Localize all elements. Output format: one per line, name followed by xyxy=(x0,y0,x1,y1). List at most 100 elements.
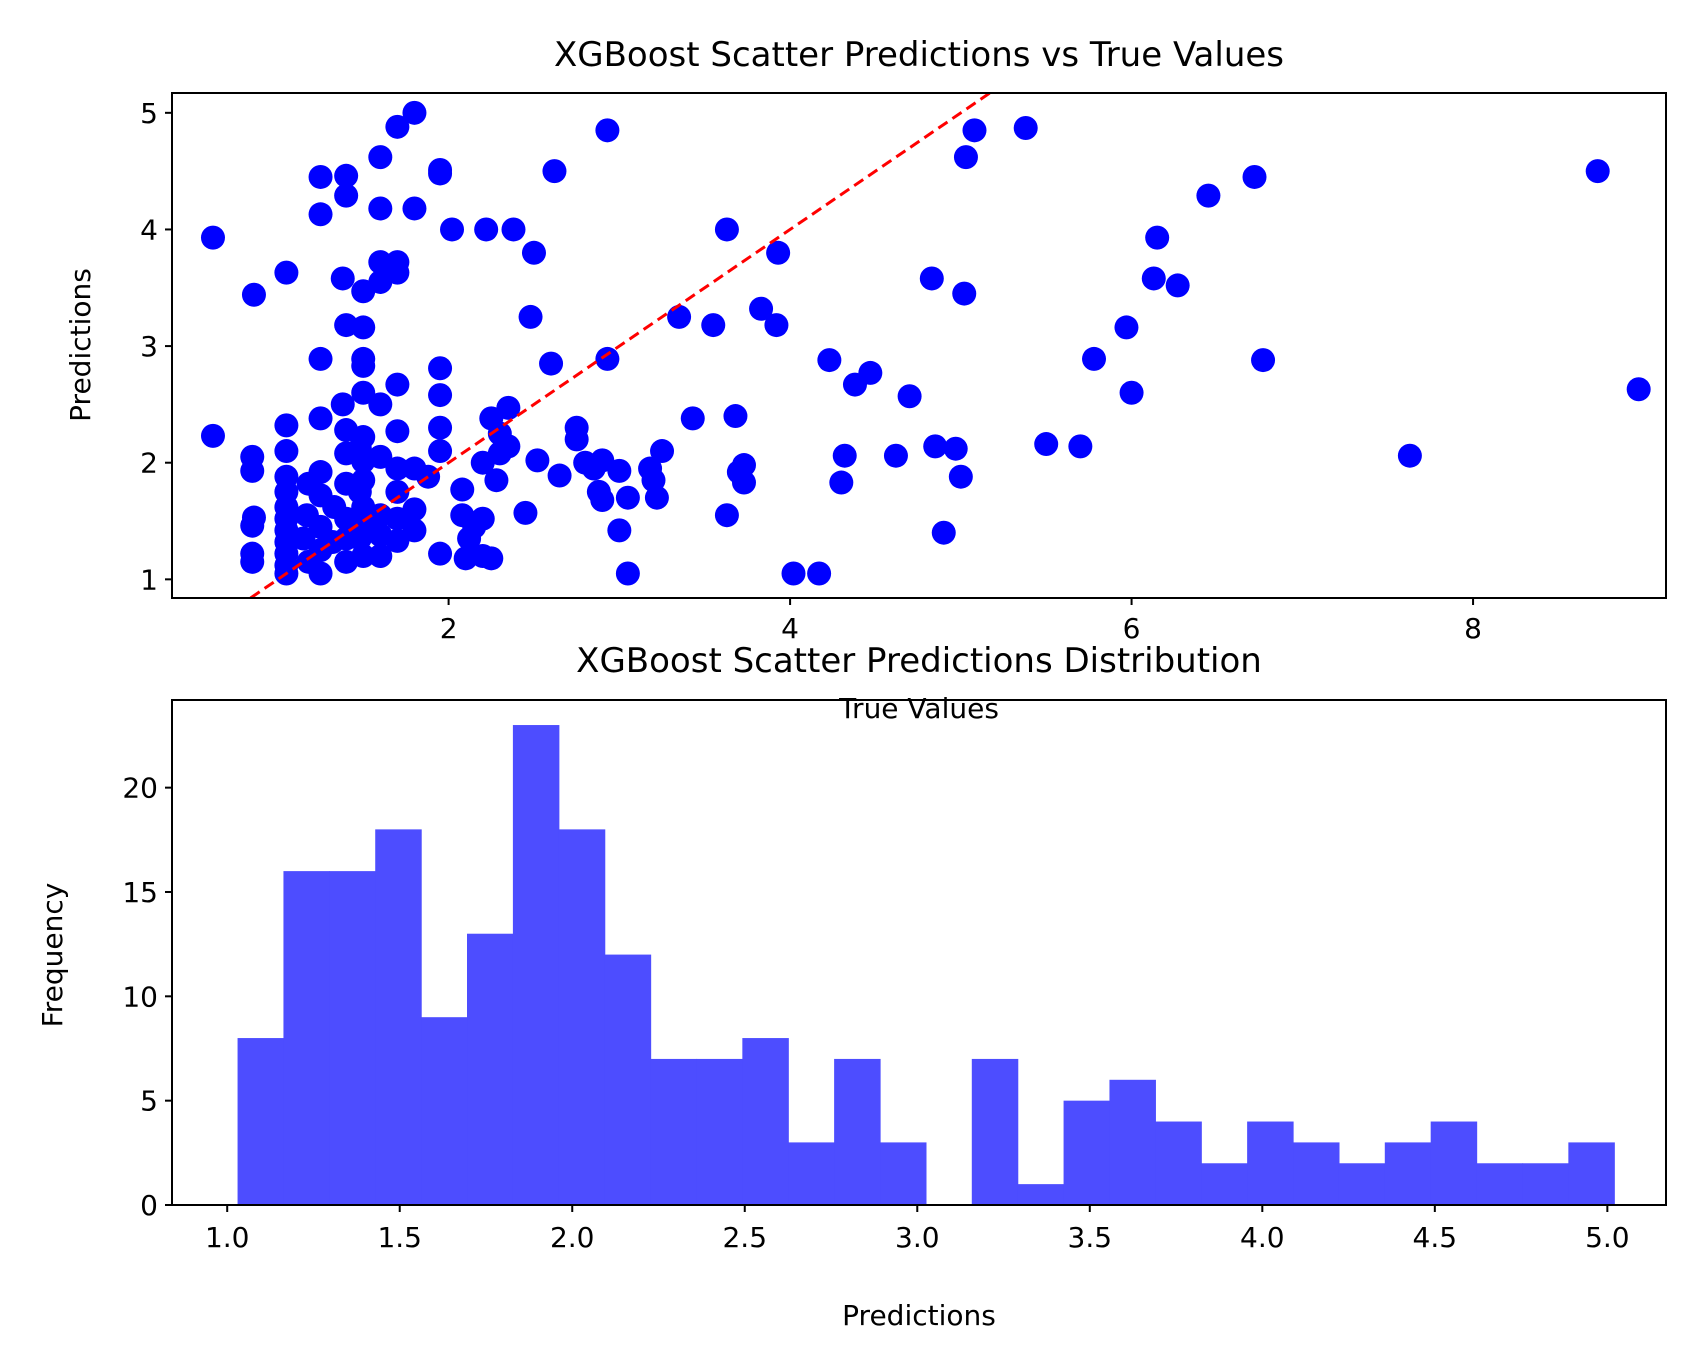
scatter-point xyxy=(385,260,410,285)
scatter-point xyxy=(832,443,857,468)
x-tick-label: 8 xyxy=(1464,612,1482,645)
histogram-bars xyxy=(237,725,1615,1205)
scatter-point xyxy=(525,448,550,473)
scatter-point xyxy=(450,477,475,502)
scatter-point xyxy=(731,453,756,478)
x-tick-label: 5.0 xyxy=(1585,1221,1630,1254)
scatter-point xyxy=(501,217,526,242)
scatter-point xyxy=(308,406,333,431)
scatter-y-ticks: 1 2 3 4 5 xyxy=(140,97,172,596)
y-tick-label: 3 xyxy=(140,330,158,363)
scatter-point xyxy=(919,266,944,291)
scatter-point xyxy=(385,456,410,481)
histogram-x-ticks: 1.0 1.5 2.0 2.5 3.0 3.5 4.0 4.5 5.0 xyxy=(205,1205,1630,1254)
x-tick-label: 4.5 xyxy=(1413,1221,1458,1254)
scatter-point xyxy=(952,281,977,306)
scatter-point xyxy=(240,458,265,483)
scatter-point xyxy=(479,546,504,571)
histogram-bar xyxy=(1155,1121,1202,1205)
scatter-point xyxy=(1196,183,1221,208)
scatter-chart: XGBoost Scatter Predictions vs True Valu… xyxy=(64,35,1667,645)
scatter-point xyxy=(240,513,265,538)
scatter-point xyxy=(385,479,410,504)
y-tick-label: 1 xyxy=(140,563,158,596)
scatter-point xyxy=(615,485,640,510)
scatter-point xyxy=(1251,348,1276,373)
scatter-point xyxy=(368,392,393,417)
histogram-bar xyxy=(1384,1142,1432,1205)
scatter-point xyxy=(817,348,842,373)
scatter-chart-title: XGBoost Scatter Predictions vs True Valu… xyxy=(554,35,1284,75)
x-tick-label: 4.0 xyxy=(1240,1221,1285,1254)
scatter-point xyxy=(351,315,376,340)
scatter-point xyxy=(200,225,225,250)
x-tick-label: 3.0 xyxy=(895,1221,940,1254)
histogram-bar xyxy=(1430,1121,1478,1205)
y-tick-label: 10 xyxy=(122,980,158,1013)
histogram-bar xyxy=(1293,1142,1340,1205)
scatter-point xyxy=(749,296,774,321)
y-tick-label: 5 xyxy=(140,97,158,130)
y-tick-label: 2 xyxy=(140,447,158,480)
scatter-point xyxy=(200,423,225,448)
scatter-point xyxy=(1082,346,1107,371)
scatter-point xyxy=(416,464,441,489)
y-tick-label: 5 xyxy=(140,1085,158,1118)
scatter-point xyxy=(607,518,632,543)
scatter-point xyxy=(1626,377,1651,402)
scatter-point xyxy=(547,463,572,488)
reference-line xyxy=(249,93,991,598)
scatter-point xyxy=(496,434,521,459)
histogram-title: XGBoost Scatter Predictions Distribution xyxy=(576,641,1262,681)
scatter-y-axis-label: Predictions xyxy=(64,268,97,422)
histogram-bar xyxy=(650,1058,698,1205)
scatter-point xyxy=(667,304,692,329)
scatter-point xyxy=(829,470,854,495)
histogram-bar xyxy=(880,1142,927,1205)
scatter-point xyxy=(440,217,465,242)
scatter-point xyxy=(308,346,333,371)
x-tick-label: 1.5 xyxy=(377,1221,422,1254)
scatter-point xyxy=(308,164,333,189)
scatter-point xyxy=(883,443,908,468)
scatter-point xyxy=(1145,225,1170,250)
scatter-point xyxy=(539,351,564,376)
scatter-point xyxy=(428,415,453,440)
scatter-point xyxy=(428,161,453,186)
histogram-plot-frame xyxy=(171,699,1667,1206)
scatter-point xyxy=(521,240,546,265)
scatter-point xyxy=(334,183,359,208)
scatter-point xyxy=(1397,443,1422,468)
scatter-point xyxy=(701,313,726,338)
histogram-y-axis-label: Frequency xyxy=(36,883,69,1028)
scatter-point xyxy=(1114,315,1139,340)
scatter-point xyxy=(368,145,393,170)
scatter-point xyxy=(496,395,521,420)
scatter-point xyxy=(274,413,299,438)
scatter-point xyxy=(731,470,756,495)
scatter-point xyxy=(781,561,806,586)
scatter-point xyxy=(680,406,705,431)
scatter-point xyxy=(607,458,632,483)
x-tick-label: 2 xyxy=(440,612,458,645)
scatter-point xyxy=(513,500,538,525)
histogram-bar xyxy=(788,1142,835,1205)
scatter-point xyxy=(274,439,299,464)
histogram-y-ticks: 0 5 10 15 20 xyxy=(122,772,172,1222)
histogram-bar xyxy=(742,1038,789,1205)
scatter-point xyxy=(368,444,393,469)
scatter-x-ticks: 2 4 6 8 xyxy=(440,598,1482,645)
histogram-bar xyxy=(512,725,560,1205)
scatter-point xyxy=(615,561,640,586)
scatter-x-axis-label: True Values xyxy=(838,692,999,725)
scatter-point xyxy=(240,549,265,574)
scatter-point xyxy=(714,217,739,242)
scatter-point xyxy=(897,384,922,409)
scatter-point xyxy=(351,468,376,493)
histogram-bar xyxy=(971,1058,1019,1205)
scatter-point xyxy=(1068,434,1093,459)
scatter-point xyxy=(330,392,355,417)
scatter-point xyxy=(766,240,791,265)
scatter-point xyxy=(241,282,266,307)
